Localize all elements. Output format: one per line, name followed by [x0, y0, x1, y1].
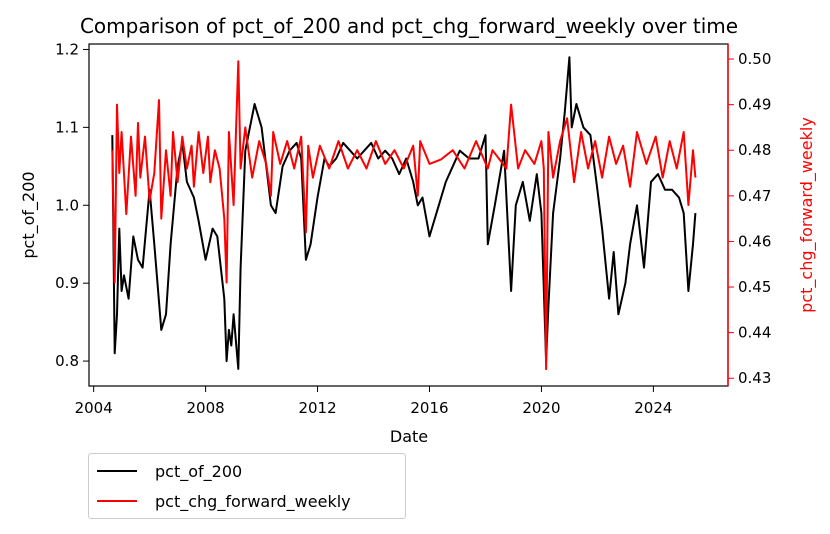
y-axis-left-label: pct_of_200	[19, 171, 39, 258]
x-tick-label: 2008	[187, 399, 225, 417]
legend: pct_of_200 pct_chg_forward_weekly	[88, 453, 406, 519]
x-axis-label: Date	[390, 427, 428, 446]
y-left-tick-label: 0.9	[55, 274, 79, 292]
y-right-tick-label: 0.48	[738, 141, 771, 159]
y-right-tick-label: 0.44	[738, 324, 771, 342]
x-axis: 2004 2008 2012 2016 2020 2024	[75, 386, 672, 417]
y-axis-right: 0.43 0.44 0.45 0.46 0.47 0.48 0.49 0.50	[727, 44, 771, 387]
legend-label: pct_of_200	[155, 461, 243, 481]
series-line-0	[111, 56, 697, 370]
legend-item-pct-chg-forward-weekly: pct_chg_forward_weekly	[97, 490, 351, 512]
y-right-tick-label: 0.47	[738, 187, 771, 205]
y-left-tick-label: 1.2	[55, 40, 79, 58]
x-tick-label: 2016	[410, 399, 448, 417]
y-left-tick-label: 0.8	[55, 352, 79, 370]
legend-swatch-pct-chg-forward-weekly	[97, 500, 137, 502]
legend-label: pct_chg_forward_weekly	[155, 491, 351, 511]
series-lines	[111, 56, 697, 371]
x-tick-label: 2004	[75, 399, 113, 417]
y-left-tick-label: 1.0	[55, 196, 79, 214]
chart-title: Comparison of pct_of_200 and pct_chg_for…	[80, 14, 738, 38]
plot-area-frame	[88, 43, 729, 387]
y-right-tick-label: 0.45	[738, 278, 771, 296]
y-right-tick-label: 0.50	[738, 50, 771, 68]
y-right-tick-label: 0.43	[738, 369, 771, 387]
y-axis-right-label: pct_chg_forward_weekly	[797, 117, 817, 313]
x-tick-label: 2024	[634, 399, 672, 417]
y-axis-left: 0.8 0.9 1.0 1.1 1.2	[55, 40, 89, 370]
legend-item-pct-of-200: pct_of_200	[97, 460, 242, 482]
y-left-tick-label: 1.1	[55, 118, 79, 136]
y-right-tick-label: 0.46	[738, 232, 771, 250]
x-tick-label: 2020	[522, 399, 560, 417]
y-right-tick-label: 0.49	[738, 96, 771, 114]
series-line-1	[111, 60, 697, 371]
legend-swatch-pct-of-200	[97, 470, 137, 472]
x-tick-label: 2012	[298, 399, 336, 417]
